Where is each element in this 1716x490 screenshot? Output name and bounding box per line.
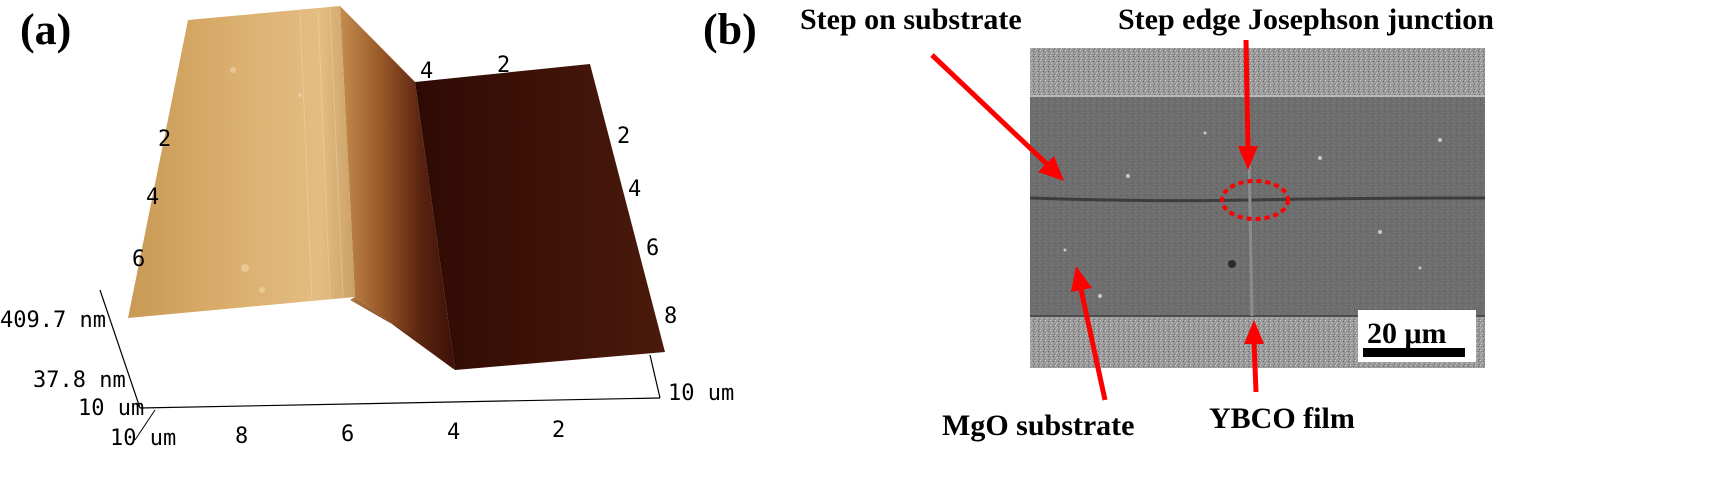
afm-left-axis-line [134, 409, 156, 441]
left-axis-end-label: 10 um [78, 396, 144, 421]
arrow-head [1238, 146, 1258, 170]
z-min-label: 37.8 nm [33, 368, 126, 393]
scale-bar: 20 μm [1358, 310, 1476, 362]
annotation-arrows [930, 39, 1264, 401]
arrow-step-on-substrate [930, 53, 1052, 169]
front-axis-tick: 2 [552, 418, 565, 443]
arrow-mgo-substrate [1077, 284, 1108, 401]
arrow-head [1244, 320, 1264, 344]
right-axis-tick: 4 [628, 177, 641, 202]
scale-bar-line [1363, 348, 1465, 357]
arrow-head [1038, 156, 1064, 181]
sem-image [1029, 48, 1486, 368]
front-axis-tick: 8 [235, 424, 248, 449]
back-top-tick: 4 [420, 59, 433, 84]
afm-axis-labels: 409.7 nm 37.8 nm 10 um 10 um 8 6 4 2 10 … [0, 53, 734, 451]
right-axis-tick: 8 [664, 304, 677, 329]
back-left-tick: 2 [158, 127, 171, 152]
label-mgo-substrate: MgO substrate [942, 409, 1134, 442]
afm-streaks [299, 7, 344, 301]
z-max-label: 409.7 nm [0, 308, 106, 333]
panel-a-letter: (a) [20, 5, 71, 54]
front-axis-tick: 6 [341, 422, 354, 447]
afm-trench [415, 64, 665, 370]
right-axis-tick: 2 [617, 124, 630, 149]
sem-film-strip [1030, 96, 1485, 316]
sem-pit [1228, 260, 1236, 268]
sem-particles [1063, 131, 1442, 298]
back-left-tick: 6 [132, 247, 145, 272]
label-ybco-film: YBCO film [1209, 402, 1355, 435]
afm-slope [340, 6, 455, 370]
junction-marker [1220, 179, 1290, 221]
arrow-ybco-film [1251, 339, 1259, 393]
scale-bar-label: 20 μm [1367, 317, 1447, 350]
right-axis-end-label: 10 um [668, 381, 734, 406]
annotation-labels: Step on substrate Step edge Josephson ju… [800, 3, 1494, 442]
label-step-on-substrate: Step on substrate [800, 3, 1022, 36]
back-left-tick: 4 [146, 185, 159, 210]
afm-front-face [350, 297, 455, 370]
panel-a: (a) [0, 5, 734, 451]
afm-right-axis-line [649, 354, 661, 399]
label-step-edge-junction: Step edge Josephson junction [1118, 3, 1494, 36]
afm-plateau [128, 6, 355, 318]
back-top-tick: 2 [497, 53, 510, 78]
arrow-junction [1243, 39, 1251, 151]
panel-b: (b) [703, 3, 1494, 442]
afm-front-axis-line [139, 397, 661, 409]
panel-b-letter: (b) [703, 5, 757, 54]
arrow-head [1071, 266, 1092, 292]
front-axis-tick: 4 [447, 420, 460, 445]
front-axis-tick: 10 um [110, 426, 176, 451]
right-axis-tick: 6 [646, 236, 659, 261]
afm-surface [99, 6, 665, 441]
afm-particles [230, 67, 302, 293]
afm-z-axis-line [99, 289, 141, 409]
